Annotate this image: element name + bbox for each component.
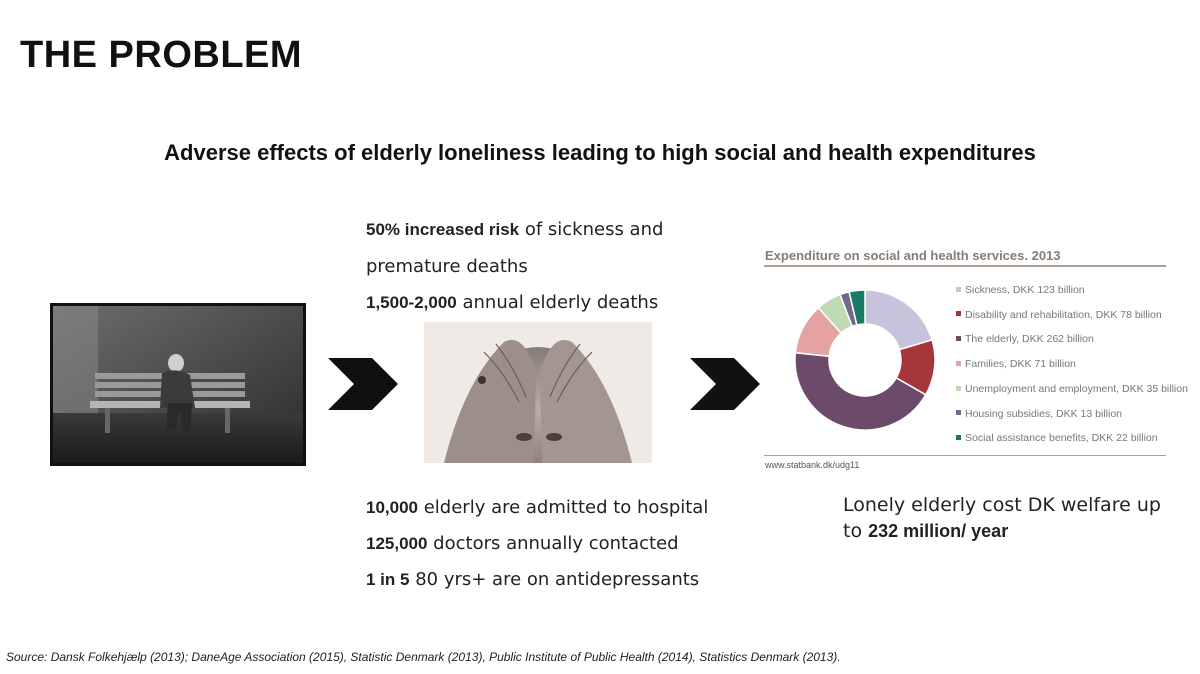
legend-label: Unemployment and employment, DKK 35 bill… bbox=[965, 382, 1188, 395]
stat-risk: 50% increased risk of sickness and bbox=[366, 219, 664, 240]
stat-deaths: 1,500-2,000 annual elderly deaths bbox=[366, 292, 659, 313]
source-footnote: Source: Dansk Folkehjælp (2013); DaneAge… bbox=[6, 650, 841, 664]
legend-item: Housing subsidies, DKK 13 billion bbox=[956, 408, 1122, 420]
donut-slice bbox=[848, 289, 866, 326]
legend-item: The elderly, DKK 262 billion bbox=[956, 333, 1094, 345]
cost-line2: to 232 million/ year bbox=[843, 520, 1009, 542]
stat-doctors: 125,000 doctors annually contacted bbox=[366, 533, 679, 554]
chart-top-rule bbox=[764, 265, 1166, 267]
chevron-right-icon bbox=[328, 358, 398, 410]
donut-chart bbox=[794, 289, 936, 431]
cost-statement: Lonely elderly cost DK welfare up to 232… bbox=[843, 492, 1161, 544]
legend-swatch bbox=[956, 360, 961, 366]
legend-swatch bbox=[956, 434, 961, 440]
legend-swatch bbox=[956, 336, 961, 342]
legend-label: Families, DKK 71 billion bbox=[965, 358, 1076, 371]
chart-title: Expenditure on social and health service… bbox=[765, 248, 1061, 263]
page-title: THE PROBLEM bbox=[20, 34, 303, 76]
legend-item: Social assistance benefits, DKK 22 billi… bbox=[956, 432, 1158, 444]
stat-risk-cont: premature deaths bbox=[366, 256, 528, 277]
legend-item: Families, DKK 71 billion bbox=[956, 358, 1076, 370]
legend-label: Disability and rehabilitation, DKK 78 bi… bbox=[965, 308, 1162, 321]
stat-hospital: 10,000 elderly are admitted to hospital bbox=[366, 497, 709, 518]
donut-slice bbox=[864, 289, 933, 351]
chart-bottom-rule bbox=[764, 455, 1166, 456]
legend-label: The elderly, DKK 262 billion bbox=[965, 333, 1094, 346]
chevron-right-icon bbox=[690, 358, 760, 410]
legend-item: Unemployment and employment, DKK 35 bill… bbox=[956, 383, 1188, 395]
distressed-woman-photo bbox=[424, 322, 652, 487]
chart-source: www.statbank.dk/udg11 bbox=[765, 460, 860, 470]
cost-line1: Lonely elderly cost DK welfare up bbox=[843, 494, 1161, 516]
page-subtitle: Adverse effects of elderly loneliness le… bbox=[164, 140, 1036, 165]
legend-swatch bbox=[956, 286, 961, 292]
legend-swatch bbox=[956, 410, 961, 416]
stat-antidepressants: 1 in 5 80 yrs+ are on antidepressants bbox=[366, 569, 700, 590]
legend-item: Disability and rehabilitation, DKK 78 bi… bbox=[956, 309, 1162, 321]
legend-swatch bbox=[956, 311, 961, 317]
legend-label: Housing subsidies, DKK 13 billion bbox=[965, 407, 1123, 420]
legend-item: Sickness, DKK 123 billion bbox=[956, 284, 1085, 296]
legend-label: Sickness, DKK 123 billion bbox=[965, 284, 1085, 296]
legend-label: Social assistance benefits, DKK 22 billi… bbox=[965, 432, 1158, 445]
legend-swatch bbox=[956, 385, 961, 391]
donut-slice bbox=[794, 351, 927, 431]
lonely-man-photo bbox=[50, 303, 306, 466]
